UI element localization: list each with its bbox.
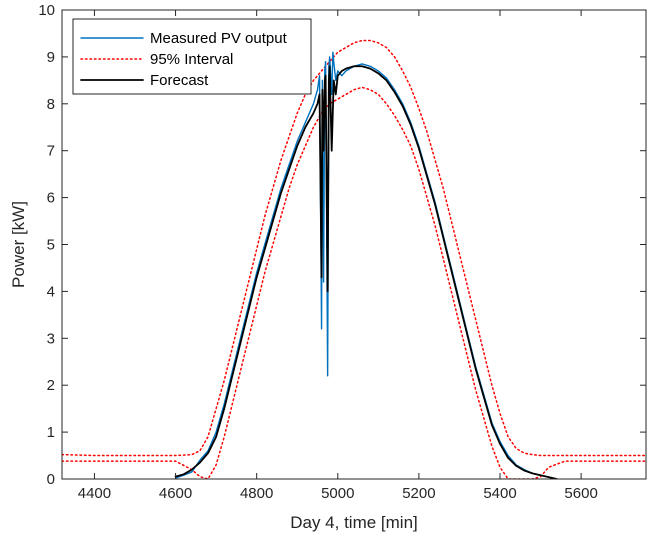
y-tick-label: 1 [47, 424, 55, 441]
x-tick-label: 4800 [240, 485, 273, 502]
legend-label: Measured PV output [150, 30, 288, 47]
ticks-layer: 4400 4600 4800 5000 5200 5400 5600 0 1 2 3 4 5 6 7 8 9 10 [38, 2, 646, 502]
legend: Measured PV output 95% Interval Forecast [72, 18, 312, 95]
x-tick-label: 5400 [483, 485, 516, 502]
y-tick-label: 4 [47, 283, 55, 300]
y-tick-label: 3 [47, 330, 55, 347]
x-axis-title: Day 4, time [min] [290, 513, 418, 532]
y-tick-label: 7 [47, 143, 55, 160]
y-axis-title: Power [kW] [9, 201, 28, 288]
y-tick-label: 2 [47, 377, 55, 394]
x-tick-label: 5000 [321, 485, 354, 502]
legend-label: 95% Interval [150, 51, 233, 68]
series-line-3 [174, 65, 558, 479]
y-tick-label: 8 [47, 96, 55, 113]
legend-label: Forecast [150, 72, 209, 89]
x-tick-label: 4400 [78, 485, 111, 502]
x-tick-label: 5200 [402, 485, 435, 502]
y-tick-label: 0 [47, 471, 55, 488]
y-tick-label: 10 [38, 2, 55, 19]
series-line-1 [62, 39, 646, 457]
y-tick-label: 9 [47, 49, 55, 66]
legend-box [72, 18, 312, 95]
x-tick-label: 5600 [564, 485, 597, 502]
series-layer [62, 39, 646, 479]
x-tick-label: 4600 [159, 485, 192, 502]
y-tick-label: 6 [47, 190, 55, 207]
y-tick-label: 5 [47, 237, 55, 254]
